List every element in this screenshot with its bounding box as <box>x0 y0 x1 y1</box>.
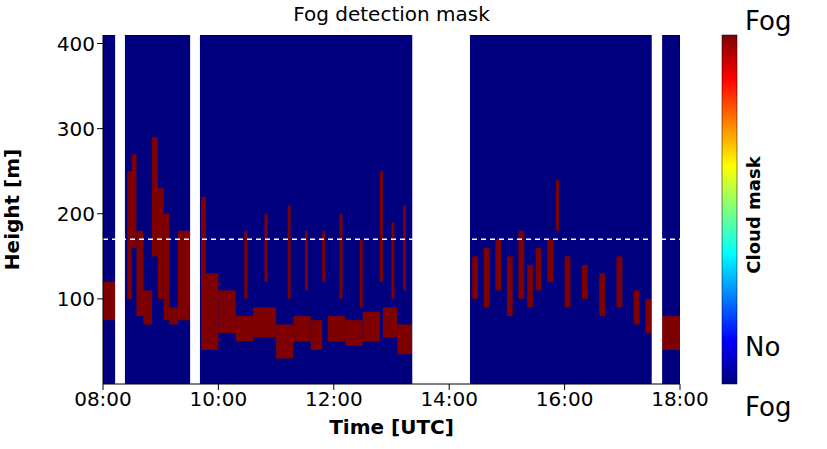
svg-text:14:00: 14:00 <box>420 387 478 411</box>
html-text:Fog detection mask: Fog detection mask <box>293 2 490 26</box>
svg-text:Height [m]: Height [m] <box>0 149 24 270</box>
svg-text:Fog: Fog <box>745 6 791 36</box>
svg-text:Fog: Fog <box>745 392 791 422</box>
svg-text:400: 400 <box>57 32 95 56</box>
svg-text:12:00: 12:00 <box>305 387 363 411</box>
svg-text:No: No <box>745 332 780 362</box>
svg-text:16:00: 16:00 <box>536 387 594 411</box>
svg-text:Cloud mask: Cloud mask <box>743 155 764 273</box>
svg-text:08:00: 08:00 <box>74 387 132 411</box>
svg-text:300: 300 <box>57 117 95 141</box>
svg-text:100: 100 <box>57 287 95 311</box>
svg-text:10:00: 10:00 <box>190 387 248 411</box>
svg-text:18:00: 18:00 <box>651 387 709 411</box>
svg-text:200: 200 <box>57 202 95 226</box>
svg-text:Time [UTC]: Time [UTC] <box>329 415 454 439</box>
